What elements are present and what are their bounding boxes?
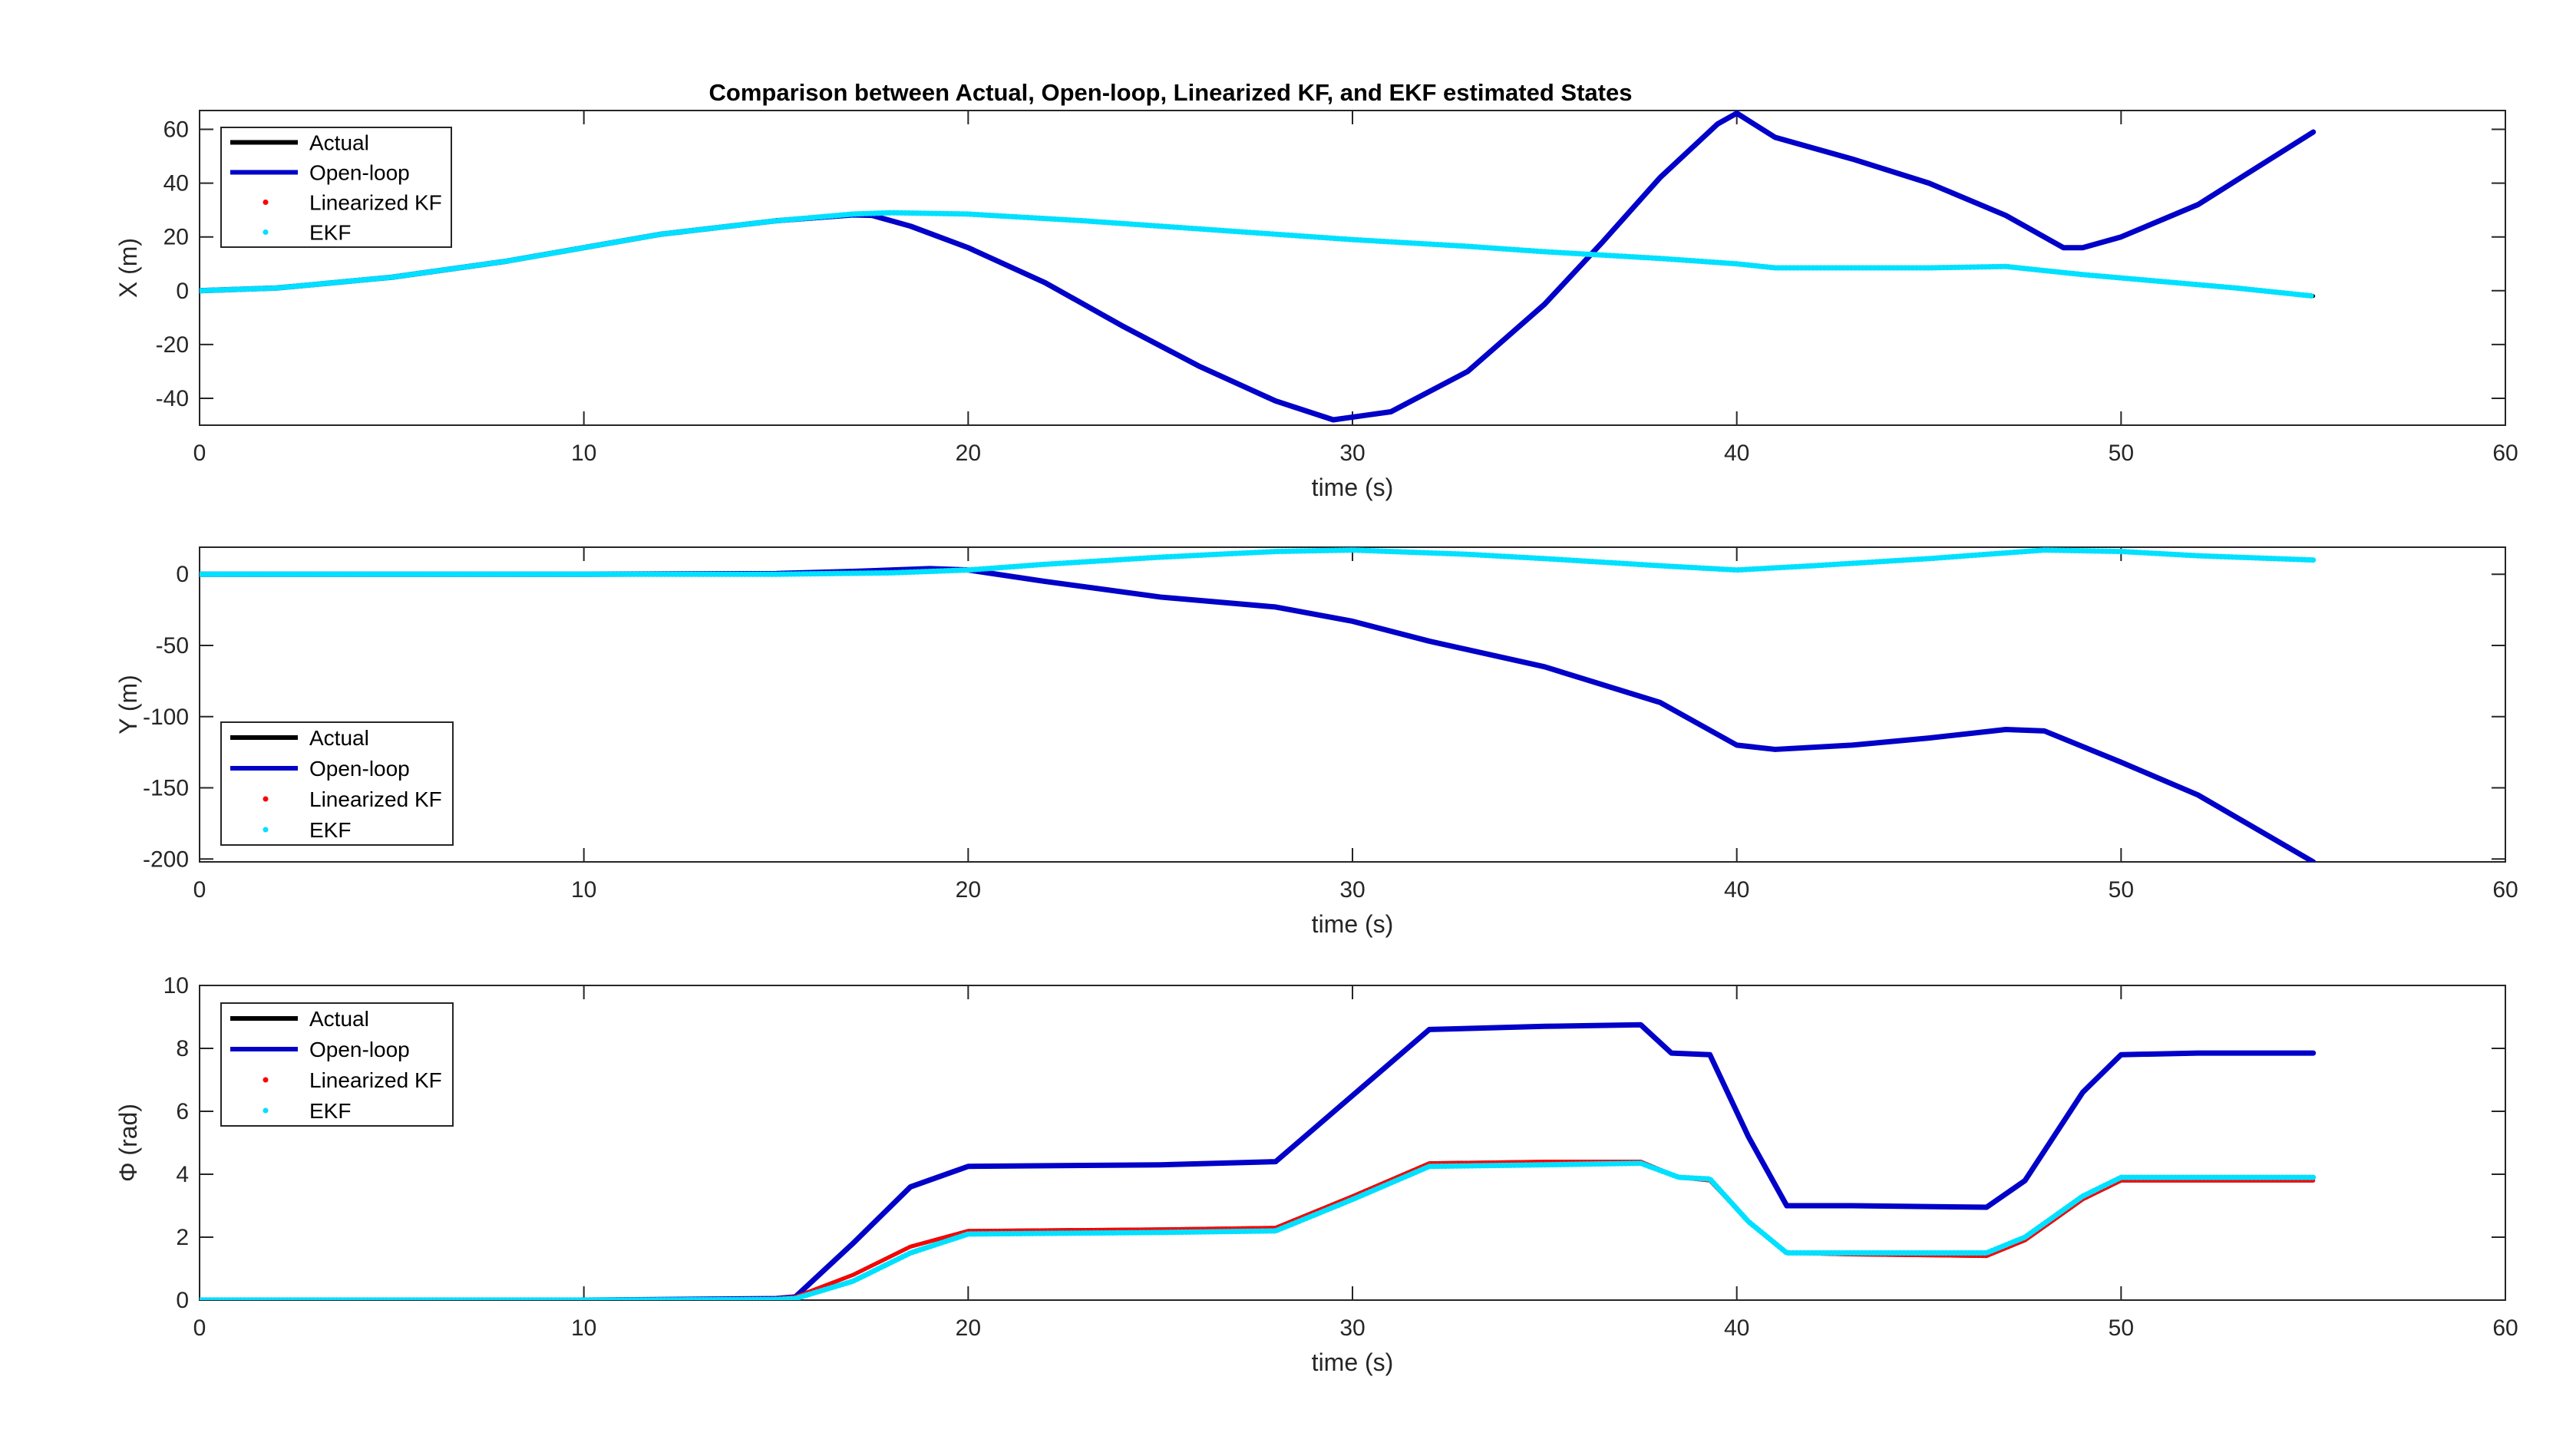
- x-tick-label: 0: [193, 441, 206, 466]
- legend-swatch-linearized-kf: [263, 796, 269, 802]
- y-tick-label: -100: [143, 705, 189, 730]
- y-tick-label: -200: [143, 847, 189, 872]
- x-tick-label: 30: [1339, 877, 1365, 903]
- x-tick-label: 10: [571, 441, 596, 466]
- x-axis-label: time (s): [1312, 1348, 1394, 1376]
- data-layer: [200, 547, 2317, 862]
- x-tick-label: 10: [571, 1315, 596, 1341]
- y-tick-label: 0: [176, 1288, 189, 1313]
- figure-title: Comparison between Actual, Open-loop, Li…: [709, 79, 1633, 106]
- legend-label-actual: Actual: [309, 1007, 369, 1031]
- x-tick-label: 60: [2492, 1315, 2518, 1341]
- legend-box: [220, 1002, 454, 1127]
- legend: Actual Open-loop Linearized KF EKF: [220, 127, 452, 248]
- legend-box: [220, 721, 454, 846]
- legend-swatch-ekf: [263, 827, 269, 833]
- legend-label-open-loop: Open-loop: [309, 1038, 410, 1061]
- legend-label-open-loop: Open-loop: [309, 757, 410, 781]
- y-tick-label: 2: [176, 1225, 189, 1250]
- subplot-3: 0 10 20 30 40 50 60 0 2 4 6 8 10 time (s) Φ (rad) Actua…: [114, 973, 2518, 1376]
- y-tick-label: -50: [156, 633, 189, 658]
- legend-label-ekf: EKF: [309, 221, 351, 245]
- x-tick-label: 50: [2109, 1315, 2134, 1341]
- legend-label-ekf: EKF: [309, 1099, 351, 1123]
- y-tick-label: 0: [176, 562, 189, 587]
- legend-label-open-loop: Open-loop: [309, 161, 410, 185]
- legend: Actual Open-loop Linearized KF EKF: [220, 1002, 454, 1127]
- x-tick-label: 20: [956, 877, 981, 903]
- data-layer: [200, 111, 2317, 423]
- axes-box: [199, 546, 2506, 863]
- x-axis-label: time (s): [1312, 474, 1394, 501]
- x-tick-label: 20: [956, 441, 981, 466]
- y-tick-label: 10: [163, 973, 189, 998]
- legend: Actual Open-loop Linearized KF EKF: [220, 721, 454, 846]
- y-tick-label: 8: [176, 1036, 189, 1061]
- subplot-2: 0 10 20 30 40 50 60 -200 -150 -100 -50 0 time (s) Y (…: [114, 546, 2518, 938]
- y-tick-label: 40: [163, 171, 189, 196]
- data-layer: [200, 1022, 2317, 1300]
- legend-label-linearized-kf: Linearized KF: [309, 1068, 442, 1092]
- axes-box: [199, 985, 2506, 1301]
- y-axis-label: Φ (rad): [114, 1104, 142, 1182]
- legend-swatch-linearized-kf: [263, 1077, 269, 1083]
- y-axis-label: Y (m): [114, 675, 142, 734]
- series-ekf-line: [200, 210, 2317, 299]
- subplot-1: 0 10 20 30 40 50 60 -40 -20 0 20 40 60 time (s) X (m) A…: [114, 110, 2518, 501]
- series-open-loop-line: [200, 1022, 2317, 1300]
- y-tick-label: 4: [176, 1162, 189, 1187]
- x-tick-label: 20: [956, 1315, 981, 1341]
- legend-label-linearized-kf: Linearized KF: [309, 787, 442, 811]
- series-ekf-line: [200, 1160, 2317, 1300]
- x-tick-label: 0: [193, 1315, 206, 1341]
- y-tick-label: -20: [156, 332, 189, 358]
- legend-label-linearized-kf: Linearized KF: [309, 191, 442, 215]
- legend-swatch-ekf: [263, 1107, 269, 1114]
- y-tick-label: 0: [176, 279, 189, 304]
- legend-swatch-ekf: [263, 229, 269, 235]
- x-tick-label: 40: [1724, 877, 1749, 903]
- x-axis-label: time (s): [1312, 910, 1394, 938]
- legend-box: [220, 127, 452, 248]
- y-tick-label: 60: [163, 117, 189, 143]
- x-tick-label: 50: [2109, 877, 2134, 903]
- y-axis-label: X (m): [114, 238, 142, 298]
- legend-label-ekf: EKF: [309, 818, 351, 842]
- x-tick-label: 0: [193, 877, 206, 903]
- y-tick-label: -40: [156, 386, 189, 411]
- x-tick-label: 30: [1339, 1315, 1365, 1341]
- y-tick-label: 20: [163, 225, 189, 250]
- x-tick-label: 60: [2492, 877, 2518, 903]
- series-ekf-line: [200, 547, 2317, 577]
- legend-label-actual: Actual: [309, 131, 369, 155]
- x-tick-label: 60: [2492, 441, 2518, 466]
- y-tick-label: 6: [176, 1099, 189, 1124]
- x-tick-label: 50: [2109, 441, 2134, 466]
- x-tick-label: 30: [1339, 441, 1365, 466]
- x-tick-label: 40: [1724, 441, 1749, 466]
- axes-box: [199, 110, 2506, 426]
- x-tick-label: 10: [571, 877, 596, 903]
- x-tick-label: 40: [1724, 1315, 1749, 1341]
- legend-swatch-linearized-kf: [263, 200, 269, 205]
- y-tick-label: -150: [143, 776, 189, 801]
- legend-label-actual: Actual: [309, 726, 369, 750]
